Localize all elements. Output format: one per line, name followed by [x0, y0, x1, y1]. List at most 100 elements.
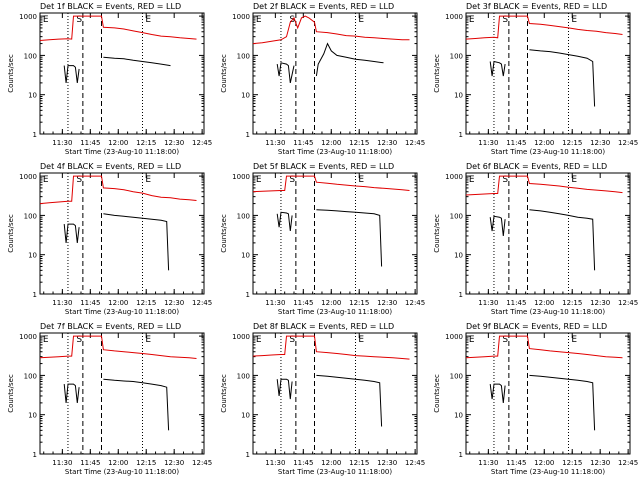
x-tick-label: 12:15: [562, 459, 582, 467]
plot-frame: [252, 12, 418, 135]
y-tick-label: 100: [450, 52, 463, 60]
y-tick-label: 10: [454, 412, 463, 420]
y-tick-label: 10: [241, 92, 250, 100]
x-tick-label: 12:45: [192, 299, 212, 307]
panel-title: Det 8f BLACK = Events, RED = LLD: [253, 322, 394, 331]
x-axis-label: Start Time (23-Aug-10 11:18:00): [65, 468, 179, 476]
series-line-events: [63, 213, 170, 271]
flag-label-e: E: [358, 175, 364, 185]
y-axis-label: Counts/sec: [7, 214, 15, 253]
flag-label-e: E: [43, 335, 49, 345]
y-axis-label: Counts/sec: [220, 214, 228, 253]
x-tick-label: 12:45: [618, 139, 638, 147]
x-tick-label: 12:45: [618, 459, 638, 467]
y-tick-label: 100: [237, 372, 250, 380]
x-tick-label: 12:45: [192, 459, 212, 467]
y-axis-label: Counts/sec: [7, 54, 15, 93]
x-tick-label: 11:30: [265, 299, 285, 307]
x-tick-label: 12:00: [534, 299, 554, 307]
x-axis-label: Start Time (23-Aug-10 11:18:00): [278, 468, 392, 476]
x-tick-label: 12:00: [108, 299, 128, 307]
y-tick-label: 10: [454, 252, 463, 260]
series-line-lld: [252, 335, 410, 360]
x-tick-label: 12:00: [534, 139, 554, 147]
y-tick-label: 10: [241, 252, 250, 260]
y-tick-label: 100: [450, 212, 463, 220]
x-tick-label: 11:30: [52, 299, 72, 307]
flag-label-e: E: [145, 335, 151, 345]
x-tick-label: 12:30: [164, 459, 184, 467]
x-tick-label: 12:15: [136, 459, 156, 467]
plot-frame: [39, 172, 205, 295]
panel-title: Det 9f BLACK = Events, RED = LLD: [466, 322, 607, 331]
flag-label-e: E: [256, 335, 262, 345]
panel-det-8f: Det 8f BLACK = Events, RED = LLD 1 10 100 10…: [220, 322, 425, 476]
series-line-lld: [39, 15, 197, 41]
y-tick-label: 1: [33, 451, 37, 459]
y-tick-label: 1: [246, 131, 250, 139]
y-tick-label: 1000: [445, 173, 463, 181]
y-tick-label: 1000: [232, 173, 250, 181]
flag-label-s: S: [502, 15, 508, 25]
y-tick-label: 100: [24, 212, 37, 220]
panel-det-7f: Det 7f BLACK = Events, RED = LLD 1 10 100 10…: [7, 322, 212, 476]
flag-label-e: E: [571, 335, 577, 345]
y-axis-label: Counts/sec: [7, 374, 15, 413]
x-tick-label: 12:30: [377, 299, 397, 307]
flag-label-e: E: [571, 15, 577, 25]
x-tick-label: 12:00: [108, 139, 128, 147]
x-tick-label: 12:30: [590, 299, 610, 307]
plot-frame: [39, 332, 205, 455]
x-tick-label: 11:30: [265, 139, 285, 147]
y-tick-label: 100: [24, 372, 37, 380]
y-tick-label: 1000: [19, 173, 37, 181]
x-axis-label: Start Time (23-Aug-10 11:18:00): [491, 308, 605, 316]
series-line-events: [489, 374, 596, 431]
x-tick-label: 12:45: [405, 299, 425, 307]
series-line-lld: [252, 175, 410, 193]
x-tick-label: 12:45: [405, 459, 425, 467]
x-tick-label: 11:45: [80, 299, 100, 307]
y-tick-label: 10: [28, 412, 37, 420]
y-tick-label: 1: [33, 131, 37, 139]
x-tick-label: 12:15: [136, 139, 156, 147]
flag-label-s: S: [76, 335, 82, 345]
flag-label-e: E: [256, 15, 262, 25]
series-line-events: [63, 378, 170, 431]
x-tick-label: 12:30: [164, 139, 184, 147]
series-line-lld: [252, 15, 410, 45]
x-tick-label: 12:00: [108, 459, 128, 467]
series-line-events: [276, 42, 384, 84]
flag-label-e: E: [256, 175, 262, 185]
x-tick-label: 12:30: [164, 299, 184, 307]
panel-title: Det 2f BLACK = Events, RED = LLD: [253, 2, 394, 11]
panel-det-1f: Det 1f BLACK = Events, RED = LLD 1 10 100 10…: [7, 2, 212, 156]
x-tick-label: 12:15: [349, 299, 369, 307]
panel-det-9f: Det 9f BLACK = Events, RED = LLD 1 10 100 10…: [433, 322, 638, 476]
x-tick-label: 11:45: [293, 299, 313, 307]
y-tick-label: 1: [459, 451, 463, 459]
panel-det-2f: Det 2f BLACK = Events, RED = LLD 1 10 100 10…: [220, 2, 425, 156]
series-line-events: [63, 56, 171, 83]
x-tick-label: 12:45: [192, 139, 212, 147]
y-tick-label: 1000: [19, 13, 37, 21]
x-tick-label: 11:45: [506, 459, 526, 467]
plot-frame: [465, 332, 631, 455]
flag-label-e: E: [358, 15, 364, 25]
flag-label-e: E: [469, 15, 475, 25]
y-tick-label: 1000: [445, 333, 463, 341]
x-tick-label: 12:00: [321, 299, 341, 307]
panel-det-3f: Det 3f BLACK = Events, RED = LLD 1 10 100 10…: [433, 2, 638, 156]
y-axis-label: Counts/sec: [433, 54, 441, 93]
series-line-lld: [465, 335, 623, 359]
x-tick-label: 12:15: [562, 299, 582, 307]
y-tick-label: 10: [241, 412, 250, 420]
x-tick-label: 12:00: [321, 459, 341, 467]
panel-title: Det 4f BLACK = Events, RED = LLD: [40, 162, 181, 171]
y-tick-label: 1: [459, 291, 463, 299]
panel-det-5f: Det 5f BLACK = Events, RED = LLD 1 10 100 10…: [220, 162, 425, 316]
x-axis-label: Start Time (23-Aug-10 11:18:00): [65, 308, 179, 316]
panel-det-6f: Det 6f BLACK = Events, RED = LLD 1 10 100 10…: [433, 162, 638, 316]
y-tick-label: 100: [450, 372, 463, 380]
